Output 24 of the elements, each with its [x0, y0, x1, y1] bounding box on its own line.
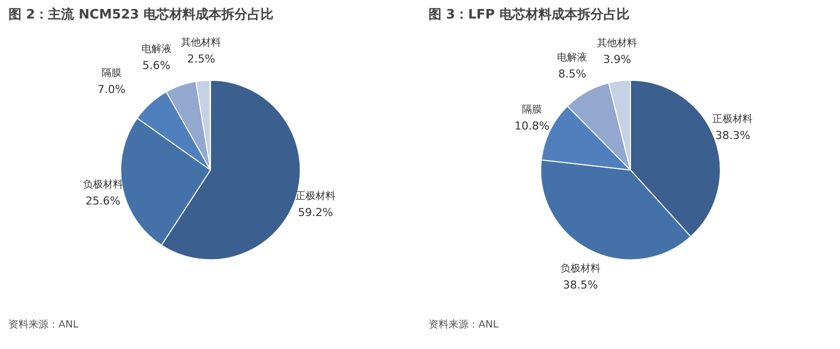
slice-label: 隔膜	[522, 104, 542, 116]
chart-title: 图 3：LFP 电芯材料成本拆分占比	[428, 8, 630, 22]
slice-label: 负极材料	[82, 178, 123, 190]
slice-label: 其他材料	[181, 36, 222, 49]
slice-label: 正极材料	[295, 190, 336, 202]
data-label: 59.2%	[298, 206, 333, 220]
chart-title: 图 2：主流 NCM523 电芯材料成本拆分占比	[8, 6, 274, 22]
slice-label: 负极材料	[560, 262, 600, 275]
slice-label: 其他材料	[597, 37, 638, 50]
data-label: 3.9%	[603, 52, 632, 66]
data-label: 10.8%	[514, 120, 550, 133]
data-label: 38.3%	[715, 128, 750, 142]
slice-label: 电解液	[557, 52, 588, 64]
data-label: 7.0%	[97, 83, 126, 96]
slice-label: 电解液	[141, 42, 172, 55]
data-label: 38.5%	[562, 278, 598, 292]
slice-label: 隔膜	[101, 67, 122, 80]
slice-label: 正极材料	[712, 112, 753, 125]
text: 资料来源：ANL	[8, 318, 79, 330]
data-label: 8.5%	[558, 67, 586, 80]
text: 资料来源：ANL	[428, 318, 499, 330]
data-label: 2.5%	[187, 52, 216, 66]
data-label: 25.6%	[85, 194, 120, 208]
data-label: 5.6%	[142, 58, 170, 72]
